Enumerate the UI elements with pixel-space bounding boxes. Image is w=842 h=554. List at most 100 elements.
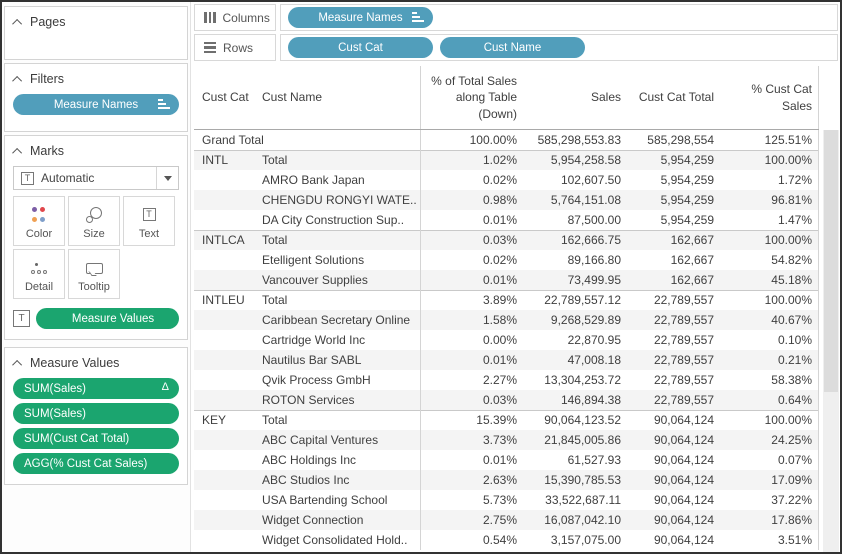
row-header-cust-name[interactable]: USA Bartending School: [262, 493, 388, 507]
marks-header[interactable]: Marks: [5, 136, 187, 162]
cell-pct-cust-cat-sales[interactable]: 100.00%: [720, 230, 819, 250]
cell-pct-cust-cat-sales[interactable]: 1.72%: [720, 170, 819, 190]
row-header-cust-cat[interactable]: INTL: [202, 153, 229, 167]
row-header-cust-name[interactable]: Qvik Process GmbH: [262, 373, 371, 387]
cell-pct-total-sales[interactable]: 0.01%: [420, 270, 523, 290]
cell-pct-total-sales[interactable]: 15.39%: [420, 410, 523, 430]
row-header-cust-cat[interactable]: [194, 350, 254, 370]
cell-cust-cat-total[interactable]: 90,064,124: [653, 493, 714, 507]
cell-pct-total-sales[interactable]: 0.02%: [420, 170, 523, 190]
cell-cust-cat-total[interactable]: 22,789,557: [653, 393, 714, 407]
cell-pct-cust-cat-sales[interactable]: 0.07%: [720, 450, 819, 470]
row-header-cust-name[interactable]: Vancouver Supplies: [262, 273, 368, 287]
column-header-cust-cat-total[interactable]: Cust Cat Total: [638, 90, 714, 105]
cell-sales[interactable]: 22,870.95: [567, 333, 621, 347]
columns-pill-measure-names[interactable]: Measure Names: [288, 7, 433, 28]
cell-sales[interactable]: 73,499.95: [567, 273, 621, 287]
row-header-cust-cat[interactable]: [194, 510, 254, 530]
row-header-cust-cat[interactable]: [194, 170, 254, 190]
row-header-cust-name[interactable]: Total: [262, 413, 288, 427]
row-header-cust-cat[interactable]: [194, 270, 254, 290]
cell-pct-total-sales[interactable]: 0.01%: [420, 350, 523, 370]
columns-shelf-dropzone[interactable]: Measure Names: [280, 4, 838, 31]
cell-pct-cust-cat-sales[interactable]: 125.51%: [720, 130, 819, 150]
row-header-cust-name[interactable]: Nautilus Bar SABL: [262, 353, 362, 367]
cell-pct-cust-cat-sales[interactable]: 3.51%: [720, 530, 819, 550]
row-header-cust-name[interactable]: ROTON Services: [262, 393, 355, 407]
cell-cust-cat-total[interactable]: 22,789,557: [653, 373, 714, 387]
cell-pct-total-sales[interactable]: 0.03%: [420, 230, 523, 250]
cell-pct-cust-cat-sales[interactable]: 100.00%: [720, 150, 819, 170]
detail-button[interactable]: Detail: [13, 249, 65, 299]
color-button[interactable]: Color: [13, 196, 65, 246]
cell-cust-cat-total[interactable]: 90,064,124: [653, 433, 714, 447]
row-header-cust-name[interactable]: Widget Consolidated Hold..: [262, 533, 408, 547]
cell-pct-cust-cat-sales[interactable]: 0.21%: [720, 350, 819, 370]
cell-pct-cust-cat-sales[interactable]: 100.00%: [720, 290, 819, 310]
cell-cust-cat-total[interactable]: 22,789,557: [653, 293, 714, 307]
row-header-cust-name[interactable]: ABC Holdings Inc: [262, 453, 357, 467]
row-header-cust-name[interactable]: ABC Capital Ventures: [262, 433, 379, 447]
row-header-cust-name[interactable]: DA City Construction Sup..: [262, 213, 405, 227]
measure-pill-sum-sales-2[interactable]: SUM(Sales): [13, 403, 179, 424]
cell-cust-cat-total[interactable]: 90,064,124: [653, 413, 714, 427]
cell-pct-total-sales[interactable]: 2.75%: [420, 510, 523, 530]
row-header-cust-cat[interactable]: [194, 530, 254, 550]
row-header-cust-cat[interactable]: [194, 430, 254, 450]
row-header-cust-cat[interactable]: [194, 370, 254, 390]
cell-sales[interactable]: 16,087,042.10: [544, 513, 621, 527]
cell-pct-cust-cat-sales[interactable]: 0.64%: [720, 390, 819, 410]
measure-pill-agg-pct-cust-cat-sales[interactable]: AGG(% Cust Cat Sales): [13, 453, 179, 474]
cell-pct-cust-cat-sales[interactable]: 1.47%: [720, 210, 819, 230]
cell-pct-total-sales[interactable]: 2.63%: [420, 470, 523, 490]
cell-pct-cust-cat-sales[interactable]: 96.81%: [720, 190, 819, 210]
cell-pct-total-sales[interactable]: 1.58%: [420, 310, 523, 330]
cell-sales[interactable]: 87,500.00: [567, 213, 621, 227]
cell-sales[interactable]: 146,894.38: [560, 393, 621, 407]
cell-cust-cat-total[interactable]: 90,064,124: [653, 473, 714, 487]
cell-cust-cat-total[interactable]: 5,954,259: [660, 153, 714, 167]
cell-pct-cust-cat-sales[interactable]: 58.38%: [720, 370, 819, 390]
column-header-cust-cat[interactable]: Cust Cat: [202, 90, 249, 105]
measure-values-header[interactable]: Measure Values: [5, 348, 187, 374]
cell-cust-cat-total[interactable]: 5,954,259: [660, 193, 714, 207]
row-header-cust-name[interactable]: CHENGDU RONGYI WATE..: [262, 193, 417, 207]
cell-cust-cat-total[interactable]: 22,789,557: [653, 353, 714, 367]
tooltip-button[interactable]: Tooltip: [68, 249, 120, 299]
text-mark-icon[interactable]: T: [13, 310, 30, 327]
cell-pct-total-sales[interactable]: 0.03%: [420, 390, 523, 410]
cell-cust-cat-total[interactable]: 22,789,557: [653, 313, 714, 327]
mark-type-dropdown[interactable]: T Automatic: [13, 166, 179, 190]
row-header-cust-cat[interactable]: [194, 390, 254, 410]
row-header-cust-cat[interactable]: KEY: [202, 413, 227, 427]
cell-sales[interactable]: 13,304,253.72: [544, 373, 621, 387]
cell-sales[interactable]: 9,268,529.89: [550, 313, 621, 327]
row-header-cust-name[interactable]: Total: [262, 233, 288, 247]
cell-pct-cust-cat-sales[interactable]: 40.67%: [720, 310, 819, 330]
row-header-cust-cat[interactable]: [194, 330, 254, 350]
cell-cust-cat-total[interactable]: 90,064,124: [653, 533, 714, 547]
cell-sales[interactable]: 33,522,687.11: [545, 493, 621, 507]
cell-pct-cust-cat-sales[interactable]: 37.22%: [720, 490, 819, 510]
cell-sales[interactable]: 90,064,123.52: [544, 413, 621, 427]
scrollbar-thumb[interactable]: [824, 130, 838, 392]
row-header-grand-total[interactable]: Grand Total: [202, 133, 264, 147]
row-header-cust-name[interactable]: Widget Connection: [262, 513, 364, 527]
cell-sales[interactable]: 5,954,258.58: [550, 153, 621, 167]
row-header-cust-cat[interactable]: [194, 450, 254, 470]
cell-pct-total-sales[interactable]: 3.73%: [420, 430, 523, 450]
vertical-scrollbar[interactable]: [823, 130, 839, 552]
cell-sales[interactable]: 5,764,151.08: [550, 193, 621, 207]
cell-sales[interactable]: 47,008.18: [567, 353, 621, 367]
rows-pill-cust-cat[interactable]: Cust Cat: [288, 37, 433, 58]
cell-cust-cat-total[interactable]: 162,667: [670, 233, 714, 247]
row-header-cust-cat[interactable]: [194, 490, 254, 510]
row-header-cust-name[interactable]: ABC Studios Inc: [262, 473, 350, 487]
row-header-cust-name[interactable]: Total: [262, 153, 288, 167]
filters-header[interactable]: Filters: [5, 64, 187, 90]
cell-pct-total-sales[interactable]: 1.02%: [420, 150, 523, 170]
column-header-cust-name[interactable]: Cust Name: [262, 90, 323, 105]
cell-cust-cat-total[interactable]: 22,789,557: [653, 333, 714, 347]
filter-pill-measure-names[interactable]: Measure Names: [13, 94, 179, 115]
row-header-cust-name[interactable]: AMRO Bank Japan: [262, 173, 365, 187]
